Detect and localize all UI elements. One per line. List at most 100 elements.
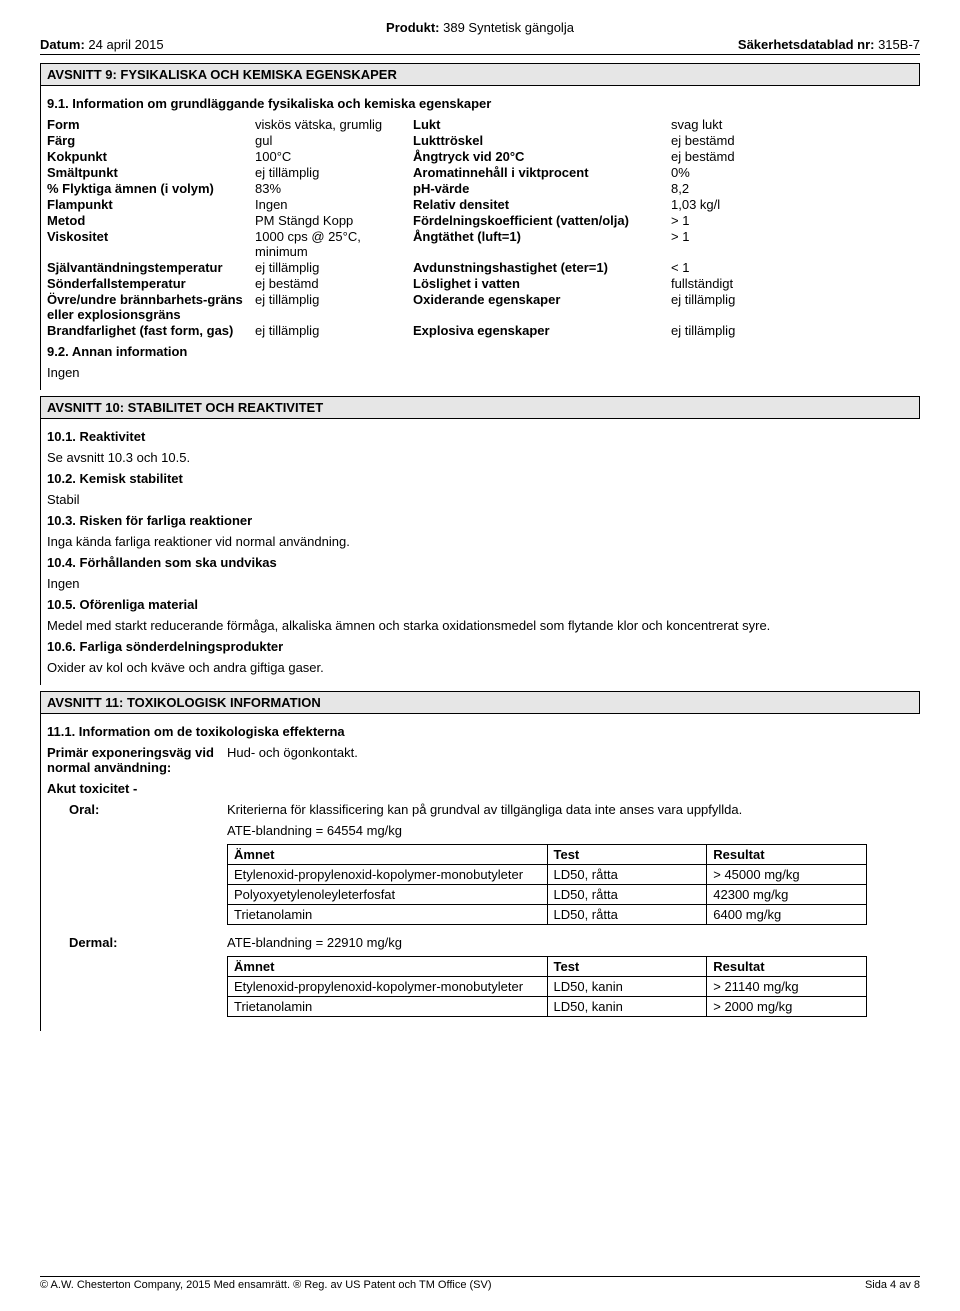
prop-value: 1000 cps @ 25°C, minimum	[255, 229, 405, 259]
cell: Trietanolamin	[228, 905, 548, 925]
s11-sub1: 11.1. Information om de toxikologiska ef…	[47, 724, 914, 739]
oral-table: Ämnet Test Resultat Etylenoxid-propyleno…	[227, 844, 867, 925]
table-row: Etylenoxid-propylenoxid-kopolymer-monobu…	[228, 865, 867, 885]
cell: Etylenoxid-propylenoxid-kopolymer-monobu…	[228, 977, 548, 997]
s10-t5: Medel med starkt reducerande förmåga, al…	[47, 618, 914, 633]
prop-label: pH-värde	[413, 181, 663, 196]
s10-h6: 10.6. Farliga sönderdelningsprodukter	[47, 639, 914, 654]
section9-sub2-text: Ingen	[47, 365, 914, 380]
s10-h1: 10.1. Reaktivitet	[47, 429, 914, 444]
cell: > 2000 mg/kg	[707, 997, 867, 1017]
table-row: Trietanolamin LD50, råtta 6400 mg/kg	[228, 905, 867, 925]
prop-label: Viskositet	[47, 229, 247, 259]
section9-sub1: 9.1. Information om grundläggande fysika…	[47, 96, 914, 111]
sds-block: Säkerhetsdatablad nr: 315B-7	[738, 37, 920, 52]
prop-label: Lukttröskel	[413, 133, 663, 148]
prop-value: fullständigt	[671, 276, 771, 291]
sds-value: 315B-7	[878, 37, 920, 52]
cell: LD50, råtta	[547, 905, 707, 925]
dermal-table: Ämnet Test Resultat Etylenoxid-propyleno…	[227, 956, 867, 1017]
prop-label: Ångtäthet (luft=1)	[413, 229, 663, 259]
prop-value: viskös vätska, grumlig	[255, 117, 405, 132]
prop-label: Metod	[47, 213, 247, 228]
date-value: 24 april 2015	[88, 37, 163, 52]
prop-label: Oxiderande egenskaper	[413, 292, 663, 322]
sds-label: Säkerhetsdatablad nr:	[738, 37, 875, 52]
prop-value: 1,03 kg/l	[671, 197, 771, 212]
cell: LD50, råtta	[547, 885, 707, 905]
footer-right: Sida 4 av 8	[865, 1279, 920, 1291]
prop-value: ej bestämd	[255, 276, 405, 291]
product-value: 389 Syntetisk gängolja	[443, 20, 574, 35]
prop-value: svag lukt	[671, 117, 771, 132]
section10-body: 10.1. Reaktivitet Se avsnitt 10.3 och 10…	[40, 419, 920, 685]
s10-h3: 10.3. Risken för farliga reaktioner	[47, 513, 914, 528]
oral-text: Kriterierna för klassificering kan på gr…	[227, 802, 914, 817]
prop-label: Smältpunkt	[47, 165, 247, 180]
prop-value: gul	[255, 133, 405, 148]
th-result: Resultat	[707, 845, 867, 865]
section9-header: AVSNITT 9: FYSIKALISKA OCH KEMISKA EGENS…	[40, 63, 920, 86]
s10-t2: Stabil	[47, 492, 914, 507]
prop-label: Sönderfallstemperatur	[47, 276, 247, 291]
dermal-details: Ämnet Test Resultat Etylenoxid-propyleno…	[227, 956, 914, 1017]
dermal-row: Dermal: ATE-blandning = 22910 mg/kg	[47, 935, 914, 950]
prop-label: Självantändningstemperatur	[47, 260, 247, 275]
section9-body: 9.1. Information om grundläggande fysika…	[40, 86, 920, 390]
prop-label: Explosiva egenskaper	[413, 323, 663, 338]
primary-exposure-row: Primär exponeringsväg vid normal användn…	[47, 745, 914, 775]
cell: Trietanolamin	[228, 997, 548, 1017]
prop-value: ej tillämplig	[671, 292, 771, 322]
th-result: Resultat	[707, 957, 867, 977]
cell: LD50, råtta	[547, 865, 707, 885]
prop-value: ej tillämplig	[255, 323, 405, 338]
s10-h2: 10.2. Kemisk stabilitet	[47, 471, 914, 486]
cell: > 21140 mg/kg	[707, 977, 867, 997]
properties-grid: Form viskös vätska, grumlig Lukt svag lu…	[47, 117, 914, 338]
th-test: Test	[547, 957, 707, 977]
prop-label: Löslighet i vatten	[413, 276, 663, 291]
th-substance: Ämnet	[228, 957, 548, 977]
dermal-label: Dermal:	[69, 935, 227, 950]
date-block: Datum: 24 april 2015	[40, 37, 164, 52]
prop-label: Form	[47, 117, 247, 132]
th-test: Test	[547, 845, 707, 865]
section9-sub2: 9.2. Annan information	[47, 344, 914, 359]
section11-header: AVSNITT 11: TOXIKOLOGISK INFORMATION	[40, 691, 920, 714]
table-row: Polyoxyetylenoleyleterfosfat LD50, råtta…	[228, 885, 867, 905]
s10-t6: Oxider av kol och kväve och andra giftig…	[47, 660, 914, 675]
prop-label: Färg	[47, 133, 247, 148]
cell: 6400 mg/kg	[707, 905, 867, 925]
prop-value: ej tillämplig	[255, 165, 405, 180]
primary-exposure-label: Primär exponeringsväg vid normal användn…	[47, 745, 227, 775]
prop-value: 100°C	[255, 149, 405, 164]
prop-value: 0%	[671, 165, 771, 180]
section11-body: 11.1. Information om de toxikologiska ef…	[40, 714, 920, 1031]
s10-t1: Se avsnitt 10.3 och 10.5.	[47, 450, 914, 465]
cell: 42300 mg/kg	[707, 885, 867, 905]
page: Produkt: 389 Syntetisk gängolja Datum: 2…	[0, 0, 960, 1311]
s10-h4: 10.4. Förhållanden som ska undvikas	[47, 555, 914, 570]
dermal-ate: ATE-blandning = 22910 mg/kg	[227, 935, 914, 950]
prop-value: PM Stängd Kopp	[255, 213, 405, 228]
prop-value: ej tillämplig	[255, 260, 405, 275]
date-label: Datum:	[40, 37, 85, 52]
footer: © A.W. Chesterton Company, 2015 Med ensa…	[40, 1276, 920, 1291]
oral-details: ATE-blandning = 64554 mg/kg Ämnet Test R…	[227, 823, 914, 925]
prop-label: Brandfarlighet (fast form, gas)	[47, 323, 247, 338]
prop-label: Fördelningskoefficient (vatten/olja)	[413, 213, 663, 228]
cell: LD50, kanin	[547, 977, 707, 997]
prop-value: 83%	[255, 181, 405, 196]
prop-label: Lukt	[413, 117, 663, 132]
table-header-row: Ämnet Test Resultat	[228, 957, 867, 977]
table-row: Etylenoxid-propylenoxid-kopolymer-monobu…	[228, 977, 867, 997]
prop-value: ej tillämplig	[671, 323, 771, 338]
oral-ate: ATE-blandning = 64554 mg/kg	[227, 823, 914, 838]
prop-value: ej bestämd	[671, 149, 771, 164]
s10-t4: Ingen	[47, 576, 914, 591]
prop-label: Avdunstningshastighet (eter=1)	[413, 260, 663, 275]
prop-value: < 1	[671, 260, 771, 275]
th-substance: Ämnet	[228, 845, 548, 865]
footer-left: © A.W. Chesterton Company, 2015 Med ensa…	[40, 1279, 492, 1291]
header-row: Datum: 24 april 2015 Säkerhetsdatablad n…	[40, 37, 920, 55]
